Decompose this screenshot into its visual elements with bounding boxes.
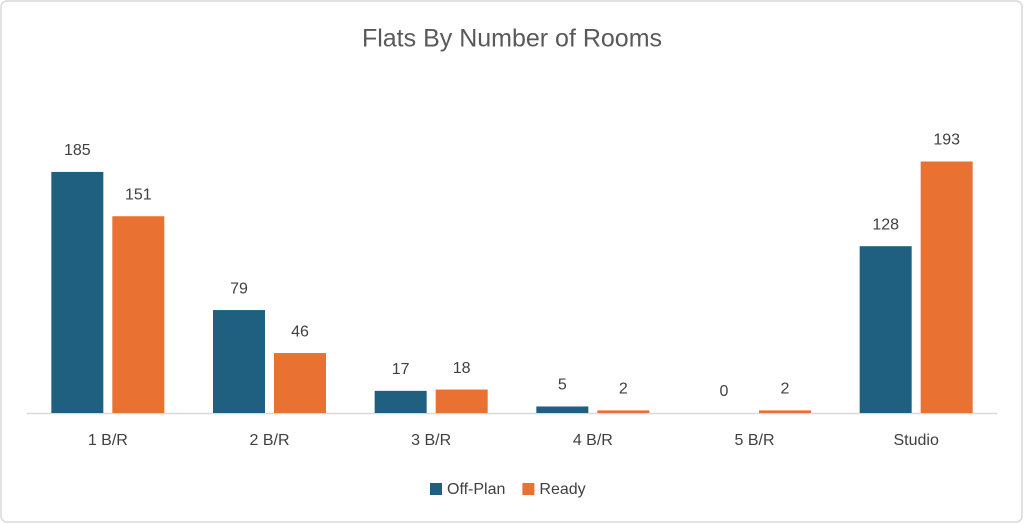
legend-swatch (522, 483, 535, 495)
legend-swatch (430, 483, 442, 495)
legend-label: Ready (539, 481, 585, 498)
data-label: 5 (558, 377, 567, 394)
data-label: 2 (781, 381, 790, 398)
data-label: 128 (872, 216, 899, 233)
bar (759, 410, 811, 413)
data-label: 17 (392, 361, 410, 378)
data-label: 151 (125, 186, 152, 203)
bar (274, 353, 326, 413)
x-tick-label: 4 B/R (573, 432, 613, 449)
x-tick-label: 2 B/R (249, 432, 289, 449)
bar (213, 310, 265, 413)
data-label: 185 (64, 142, 91, 159)
bar (597, 410, 650, 413)
data-label: 2 (619, 381, 628, 398)
data-label: 0 (720, 383, 729, 400)
x-tick-label: 3 B/R (411, 432, 451, 449)
chart-title: Flats By Number of Rooms (362, 25, 662, 53)
data-label: 46 (291, 323, 309, 340)
data-label: 79 (230, 280, 248, 297)
legend: Off-Plan Ready (430, 481, 586, 498)
x-tick-label: Studio (893, 432, 938, 449)
data-label: 193 (933, 132, 960, 149)
legend-label: Off-Plan (447, 481, 505, 498)
bar (112, 216, 165, 413)
bar (859, 246, 912, 413)
x-tick-label: 1 B/R (88, 432, 128, 449)
bar (536, 406, 589, 413)
data-label: 18 (453, 360, 471, 377)
bar (51, 171, 104, 413)
bar (920, 161, 973, 413)
x-tick-label: 5 B/R (734, 432, 774, 449)
bar (374, 390, 427, 413)
bar (435, 389, 488, 413)
